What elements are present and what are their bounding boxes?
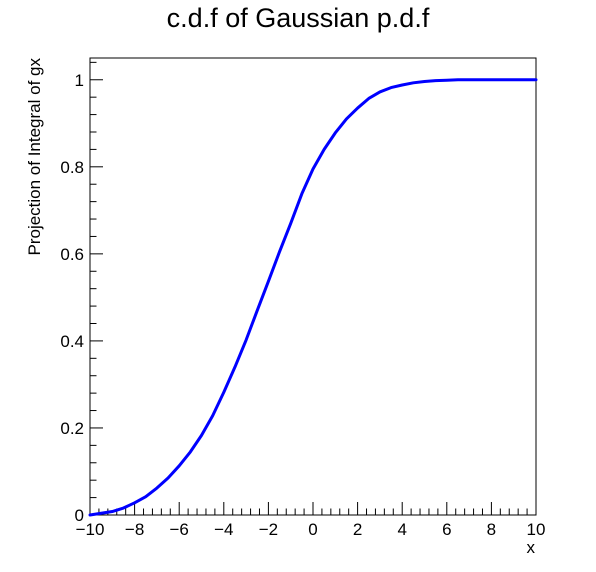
y-tick-label: 0	[75, 506, 84, 525]
x-tick-label: −8	[125, 520, 144, 539]
y-tick-label: 0.2	[60, 419, 84, 438]
x-tick-label: 2	[353, 520, 362, 539]
y-tick-label: 1	[75, 71, 84, 90]
x-tick-label: −10	[76, 520, 105, 539]
x-minor-ticks	[98, 508, 528, 515]
y-tick-labels: 0 0.2 0.4 0.6 0.8 1	[60, 71, 84, 525]
x-tick-label: −2	[259, 520, 278, 539]
y-minor-ticks	[90, 61, 97, 499]
x-major-ticks	[89, 502, 537, 515]
chart-title: c.d.f of Gaussian p.d.f	[167, 3, 430, 33]
x-tick-label: 0	[308, 520, 317, 539]
x-tick-labels: −10 −8 −6 −4 −2 0 2 4 6 8 10	[76, 520, 546, 539]
x-tick-label: −4	[214, 520, 233, 539]
y-tick-label: 0.6	[60, 245, 84, 264]
series-group	[88, 78, 538, 517]
x-axis-label: x	[527, 538, 536, 557]
y-tick-label: 0.8	[60, 158, 84, 177]
x-tick-label: 6	[442, 520, 451, 539]
y-tick-label: 0.4	[60, 332, 84, 351]
series-line	[88, 78, 538, 517]
y-major-ticks	[90, 79, 103, 516]
x-tick-label: 4	[397, 520, 406, 539]
x-tick-label: −6	[170, 520, 189, 539]
plot-frame	[89, 57, 537, 516]
x-tick-label: 10	[527, 520, 546, 539]
x-tick-label: 8	[487, 520, 496, 539]
y-axis-label: Projection of Integral of gx	[25, 58, 44, 256]
